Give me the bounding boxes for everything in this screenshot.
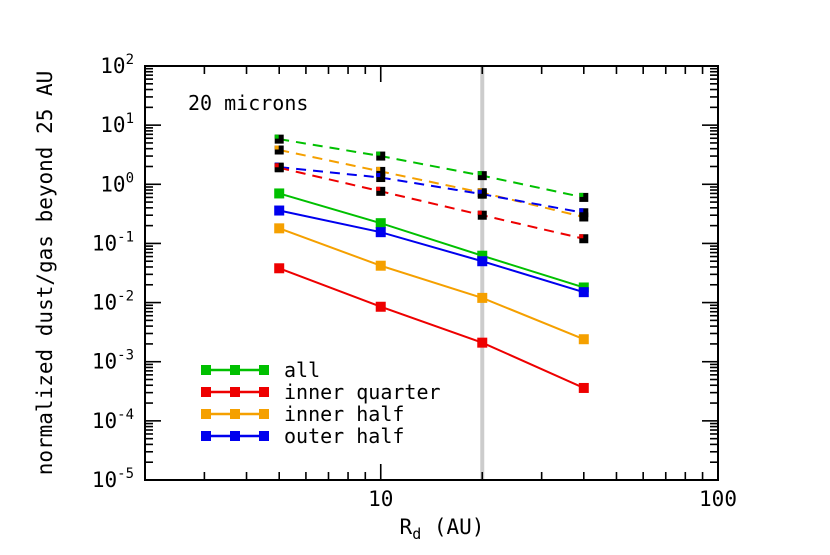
legend-swatch-marker [230, 409, 240, 419]
legend-label: inner half [284, 402, 404, 426]
y-tick-label: 100 [100, 170, 134, 196]
legend-label: outer half [284, 424, 404, 448]
legend-swatch-marker [201, 365, 211, 375]
data-point-all-dashed [579, 192, 589, 202]
y-tick-label: 10-3 [92, 348, 134, 374]
legend-label: all [284, 358, 320, 382]
data-point-all-dashed [274, 134, 284, 144]
data-point-inner-half-dashed [274, 145, 284, 155]
data-point-all-dashed [376, 151, 386, 161]
data-point-outer-half-dashed [477, 189, 487, 199]
legend-swatch-marker [230, 387, 240, 397]
y-tick-label: 101 [100, 111, 134, 137]
data-point-accent [579, 192, 584, 197]
plot-frame [144, 65, 719, 481]
label-layer: 10 100 102 101 100 10-1 10-2 10-3 10-4 10-5 [92, 52, 737, 511]
x-tick-label: 10 [368, 487, 393, 511]
series-line-inner-half-dashed [279, 149, 585, 218]
series-line-inner-quarter-dashed [278, 166, 585, 240]
data-point-inner-quarter [578, 382, 589, 393]
data-point-outer-half [274, 205, 285, 216]
legend-swatch-marker [259, 365, 269, 375]
data-point-inner-quarter [375, 301, 386, 312]
y-tick-label: 10-2 [92, 289, 134, 315]
data-point-accent [477, 210, 482, 215]
data-point-accent [579, 208, 584, 213]
legend-swatch-marker [201, 431, 211, 441]
legend-swatch-marker [201, 387, 211, 397]
legend-swatch-marker [230, 431, 240, 441]
data-point-accent [477, 171, 482, 176]
data-point-inner-half [477, 292, 488, 303]
data-point-inner-quarter [274, 263, 285, 274]
x-tick-label: 100 [699, 487, 737, 511]
legend-swatch-marker [259, 387, 269, 397]
data-point-inner-quarter-dashed [274, 163, 284, 173]
x-axis-title: Rd (AU) [400, 515, 485, 543]
legend-swatch-marker [259, 409, 269, 419]
data-point-accent [376, 173, 381, 178]
legend-label: inner quarter [284, 380, 441, 404]
tick-layer [144, 65, 719, 481]
data-point-accent [274, 145, 279, 150]
data-point-accent [274, 134, 279, 139]
data-point-inner-quarter-dashed [579, 234, 589, 244]
data-point-inner-quarter-dashed [376, 186, 386, 196]
data-point-accent [579, 234, 584, 239]
data-point-outer-half [578, 287, 589, 298]
data-point-outer-half-dashed [376, 173, 386, 183]
annotation-text: 20 microns [188, 91, 308, 115]
data-point-outer-half [375, 227, 386, 238]
data-point-inner-half-dashed [376, 166, 386, 176]
y-tick-label: 10-1 [92, 229, 134, 255]
data-point-inner-half [274, 223, 285, 234]
legend-swatch-marker [201, 409, 211, 419]
legend-swatch-marker [259, 431, 269, 441]
series-line-inner-quarter [278, 267, 585, 389]
series-line-all [278, 192, 585, 289]
data-point-inner-half [578, 334, 589, 345]
data-point-inner-quarter [477, 337, 488, 348]
y-tick-label: 102 [100, 52, 134, 78]
data-point-accent [376, 151, 381, 156]
series-line-inner-half [278, 227, 585, 341]
series-line-outer-half [279, 209, 585, 294]
y-axis-title: normalized dust/gas beyond 25 AU [33, 71, 57, 476]
data-point-all [274, 188, 285, 199]
data-point-accent [274, 163, 279, 168]
series-layer [274, 134, 589, 393]
series-line-all-dashed [279, 138, 584, 199]
data-point-all-dashed [477, 171, 487, 181]
data-point-accent [376, 186, 381, 191]
data-point-inner-quarter-dashed [477, 210, 487, 220]
data-point-accent [477, 189, 482, 194]
data-point-inner-half [375, 260, 386, 271]
y-tick-label: 10-4 [92, 407, 134, 433]
series-line-outer-half-dashed [279, 166, 584, 214]
data-point-accent [376, 166, 381, 171]
data-point-outer-half [477, 256, 488, 267]
data-point-all [477, 250, 488, 261]
legend-swatch-marker [230, 365, 240, 375]
data-point-all [375, 218, 386, 229]
data-point-outer-half-dashed [579, 208, 589, 218]
y-tick-label: 10-5 [92, 466, 134, 492]
